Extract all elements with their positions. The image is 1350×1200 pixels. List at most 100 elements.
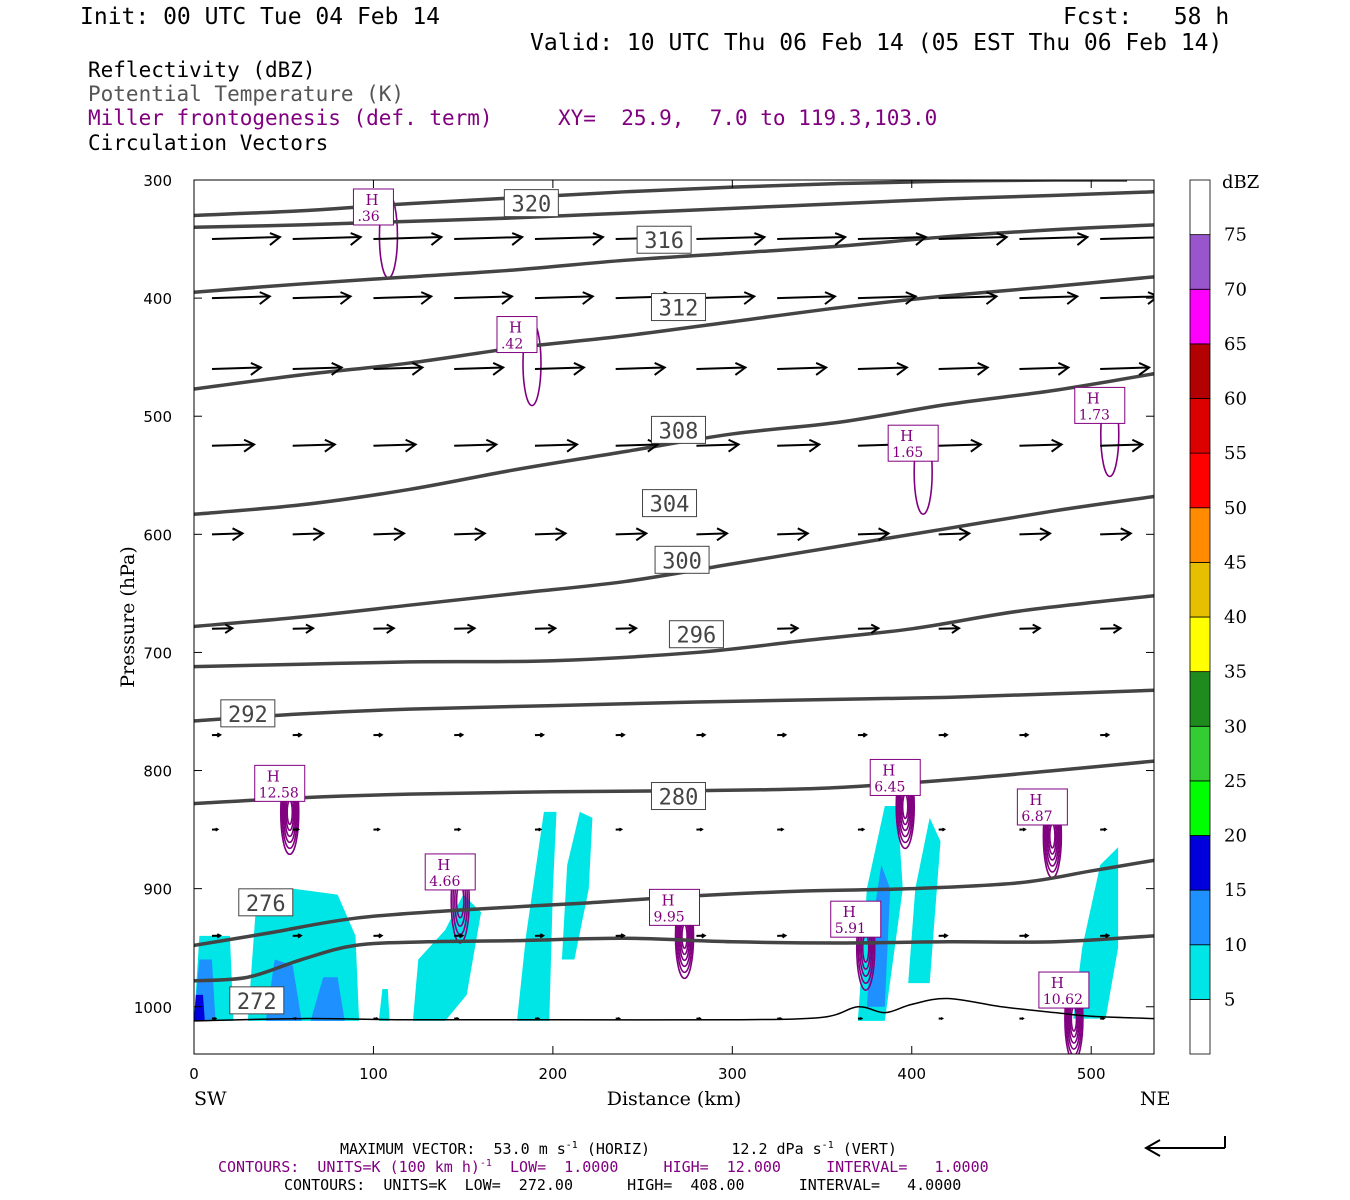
fgen-contour (1048, 823, 1056, 849)
fgen-max-letter: H (437, 856, 450, 874)
fgen-max-value: .36 (357, 209, 379, 225)
circulation-vector (454, 236, 523, 241)
isentrope-label-box (668, 620, 724, 649)
isentrope-296 (194, 594, 1154, 669)
fgen-max-box (254, 764, 306, 802)
circulation-vector-head (331, 362, 344, 376)
circulation-vector-head (547, 623, 558, 634)
vectors-field-label: Circulation Vectors (88, 131, 329, 155)
circulation-vector-head (699, 827, 704, 832)
y-tick-label: 300 (143, 172, 172, 190)
circulation-vector-head (797, 527, 810, 542)
colorbar-swatch (1189, 835, 1211, 891)
circulation-vector-head (905, 291, 918, 305)
circulation-vector-head (808, 438, 822, 453)
circulation-vector-head (458, 732, 465, 738)
endpoint-sw-label: SW (194, 1088, 227, 1110)
circulation-vector-head (259, 291, 272, 305)
circulation-vector-head (305, 623, 316, 634)
circulation-vector-head (620, 732, 626, 738)
theta-labels: 272 276 280 292 296 300 304 308 312 316 320 (220, 189, 724, 1015)
isentrope-label: 280 (659, 786, 699, 811)
circulation-vector (857, 532, 889, 536)
circulation-vector (534, 443, 578, 447)
colorbar-swatch (1189, 944, 1211, 1000)
circulation-vector-head (620, 933, 626, 939)
reflectivity-cell (378, 989, 390, 1021)
circulation-vector-head (376, 827, 381, 832)
circulation-vector-head (243, 438, 257, 453)
fgen-max-letter: H (662, 891, 675, 909)
isentrope-label: 292 (228, 703, 268, 728)
colorbar-swatch (1189, 234, 1211, 290)
circulation-vector (534, 627, 556, 630)
circulation-vector-head (789, 623, 800, 634)
circulation-vector (1100, 366, 1150, 370)
circulation-vector-head (859, 1016, 864, 1021)
circulation-vector (1019, 295, 1078, 300)
terrain-line (194, 997, 1154, 1022)
frontogenesis-field-label: Miller frontogenesis (def. term) (88, 106, 493, 130)
isentrope-label: 308 (659, 419, 699, 444)
circulation-vector (615, 443, 658, 447)
circulation-vector-head (1039, 527, 1052, 542)
circulation-vector-head (1057, 362, 1071, 376)
x-tick-label: 0 (189, 1065, 199, 1083)
circulation-vector-head (213, 1016, 218, 1021)
fgen-max-letter: H (1087, 389, 1100, 407)
isentrope-label-box (220, 699, 276, 728)
fgen-contour (901, 793, 909, 820)
circulation-vector (292, 295, 351, 300)
circulation-vector (373, 236, 442, 241)
circulation-vector-head (778, 1016, 783, 1021)
circulation-vector (292, 532, 324, 536)
circulation-vector-head (216, 933, 223, 939)
circulation-vector-head (940, 1016, 945, 1021)
circulation-vector-head (781, 732, 788, 738)
circulation-vector-head (985, 291, 999, 305)
isentrope-312 (194, 223, 1154, 294)
isentrope-label-box (650, 415, 706, 444)
fgen-max-value: 4.66 (429, 874, 460, 890)
isentrope-label-box (650, 782, 706, 811)
circulation-vector-head (430, 232, 444, 246)
circulation-vector (454, 443, 497, 447)
isentrope-label-box (636, 225, 692, 254)
circulation-vector-head (324, 438, 337, 453)
isentrope-320 (194, 180, 1128, 218)
colorbar-swatch (1189, 179, 1211, 236)
circulation-vector-head (970, 438, 983, 453)
circulation-vector-head (350, 232, 363, 246)
colorbar-tick-label: 65 (1224, 334, 1247, 355)
circulation-vector-head (728, 438, 741, 453)
x-tick-label: 300 (718, 1065, 747, 1083)
fgen-max-box (1038, 971, 1090, 1009)
circulation-vector-head (458, 933, 465, 939)
fgen-max-letter: H (1051, 974, 1064, 992)
circulation-vector-head (297, 732, 303, 738)
circulation-vector-head (537, 827, 543, 832)
x-tick-label: 200 (539, 1065, 568, 1083)
circulation-vector-head (1050, 438, 1064, 453)
circulation-vector (211, 532, 243, 536)
circulation-vector (1019, 366, 1069, 370)
circulation-vector-head (951, 623, 962, 634)
circulation-vector (1100, 532, 1131, 536)
reflectivity-cell (310, 977, 345, 1021)
circulation-vector-head (1103, 827, 1108, 832)
circulation-vector-head (386, 623, 396, 634)
colorbar: 5 10 15 20 25 30 35 40 45 50 55 60 65 70 75 dBZ (1189, 172, 1259, 1055)
circulation-vector-head (1131, 438, 1145, 453)
isentrope-label-box (503, 189, 559, 218)
x-tick-label: 500 (1077, 1065, 1106, 1083)
circulation-vector (938, 295, 997, 300)
reference-vector-arrow (1143, 1136, 1226, 1157)
circulation-vector-head (420, 291, 434, 305)
circulation-vector-head (734, 362, 748, 376)
fgen-max-letter: H (882, 761, 895, 779)
circulation-vector-head (378, 933, 384, 939)
circulation-vector (1019, 532, 1051, 536)
circulation-vector-head (1147, 291, 1154, 305)
colorbar-tick-label: 60 (1224, 389, 1247, 410)
